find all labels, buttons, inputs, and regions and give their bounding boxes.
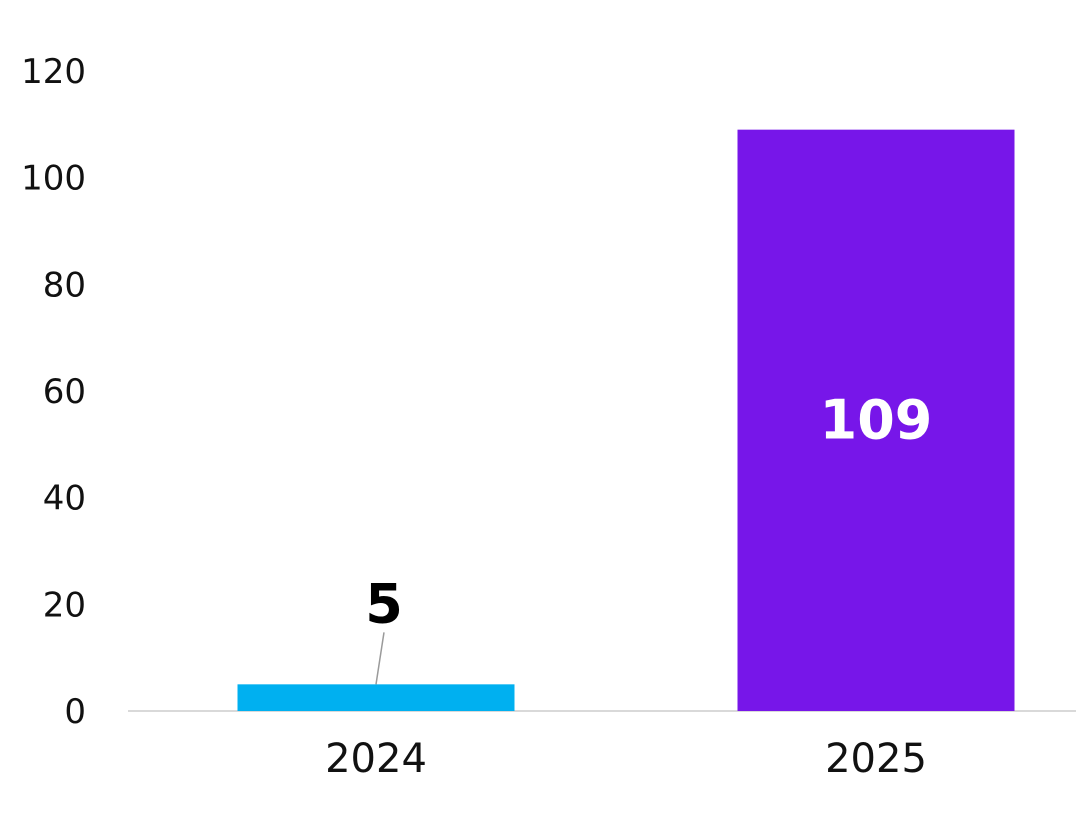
y-tick-label: 20 [43, 585, 86, 625]
data-labels: 5 109 [365, 388, 933, 685]
bars [237, 129, 1015, 711]
bar-2024 [237, 684, 515, 711]
y-tick-label: 60 [43, 372, 86, 412]
y-axis-ticks: 0 20 40 60 80 100 120 [21, 52, 86, 732]
y-tick-label: 40 [43, 479, 86, 519]
y-tick-label: 80 [43, 265, 86, 305]
x-category-label: 2024 [325, 736, 427, 782]
y-tick-label: 100 [21, 159, 86, 199]
bar-2025 [737, 129, 1015, 711]
y-tick-label: 0 [64, 692, 86, 732]
category-labels: 2024 2025 [325, 736, 927, 782]
y-tick-label: 120 [21, 52, 86, 92]
data-label-2024: 5 [365, 572, 403, 635]
x-category-label: 2025 [825, 736, 927, 782]
data-label-leader-line [375, 632, 385, 685]
data-label-2025: 109 [820, 388, 933, 451]
